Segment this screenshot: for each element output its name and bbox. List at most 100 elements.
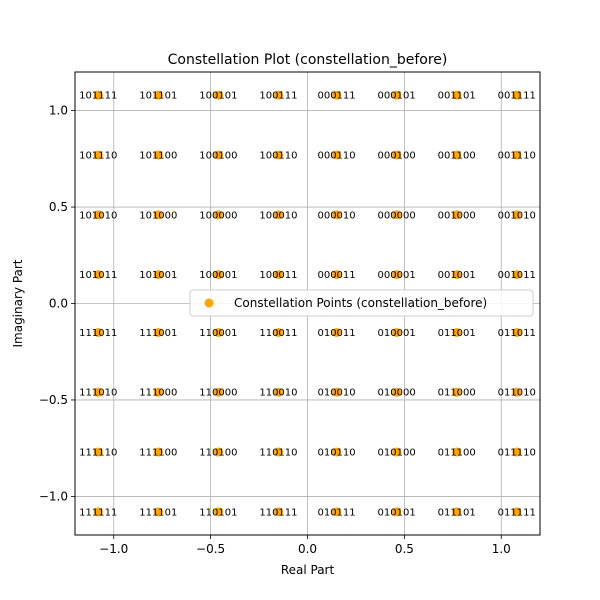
point-label: 111111 — [79, 507, 117, 518]
constellation-point — [213, 387, 223, 397]
point-label: 010100 — [378, 448, 416, 459]
point-label: 011100 — [438, 448, 476, 459]
point-label: 000111 — [317, 91, 355, 102]
constellation-point — [153, 447, 163, 457]
constellation-point — [273, 447, 283, 457]
point-label: 110101 — [199, 507, 237, 518]
point-labels: 101111 101101 100101 100111 000111 000101 0011… — [79, 91, 536, 519]
constellation-point — [213, 150, 223, 160]
legend: Constellation Points (constellation_befo… — [189, 289, 534, 317]
point-label: 110000 — [199, 388, 237, 399]
constellation-point — [512, 387, 522, 397]
constellation-point — [93, 447, 103, 457]
constellation-point — [452, 507, 462, 517]
constellation-point — [452, 327, 462, 337]
point-label: 010000 — [378, 388, 416, 399]
constellation-point — [512, 150, 522, 160]
constellation-point — [392, 327, 402, 337]
point-label: 011011 — [498, 328, 536, 339]
point-label: 000110 — [317, 150, 355, 161]
point-label: 101100 — [139, 150, 177, 161]
point-label: 101001 — [139, 270, 177, 281]
constellation-point — [392, 270, 402, 280]
constellation-point — [452, 210, 462, 220]
constellation-point — [213, 327, 223, 337]
constellation-point — [213, 507, 223, 517]
legend-label: Constellation Points (constellation_befo… — [234, 296, 487, 310]
constellation-point — [392, 447, 402, 457]
point-label: 000010 — [317, 210, 355, 221]
constellation-point — [93, 150, 103, 160]
constellation-point — [512, 447, 522, 457]
constellation-point — [392, 150, 402, 160]
point-label: 111000 — [139, 388, 177, 399]
point-label: 110001 — [199, 328, 237, 339]
point-label: 000011 — [317, 270, 355, 281]
point-label: 000100 — [378, 150, 416, 161]
constellation-point — [273, 210, 283, 220]
x-tick-label: −0.5 — [196, 542, 225, 556]
point-label: 011010 — [498, 388, 536, 399]
point-label: 100011 — [259, 270, 297, 281]
constellation-point — [273, 150, 283, 160]
y-tick-label: 0.0 — [49, 297, 68, 311]
constellation-point — [332, 270, 342, 280]
constellation-point — [93, 507, 103, 517]
point-label: 110011 — [259, 328, 297, 339]
constellation-point — [153, 90, 163, 100]
point-label: 001101 — [438, 91, 476, 102]
constellation-point — [452, 387, 462, 397]
constellation-point — [452, 150, 462, 160]
constellation-point — [512, 327, 522, 337]
constellation-point — [93, 387, 103, 397]
constellation-point — [392, 507, 402, 517]
point-label: 011001 — [438, 328, 476, 339]
constellation-point — [93, 327, 103, 337]
axis-ticks: −1.0 −0.5 0.0 0.5 1.0 −1.0 −0.5 0.0 0.5 1.0 — [39, 104, 511, 556]
constellation-point — [273, 327, 283, 337]
chart-title: Constellation Plot (constellation_before… — [168, 52, 448, 68]
constellation-point — [392, 387, 402, 397]
constellation-point — [273, 387, 283, 397]
x-tick-label: 0.5 — [395, 542, 414, 556]
point-label: 100101 — [199, 91, 237, 102]
point-label: 100010 — [259, 210, 297, 221]
legend-marker — [204, 298, 214, 308]
constellation-point — [332, 90, 342, 100]
constellation-point — [332, 210, 342, 220]
point-label: 110111 — [259, 507, 297, 518]
constellation-point — [213, 90, 223, 100]
constellation-point — [273, 270, 283, 280]
point-label: 001011 — [498, 270, 536, 281]
x-axis-label: Real Part — [281, 563, 335, 577]
constellation-point — [273, 90, 283, 100]
constellation-point — [153, 327, 163, 337]
point-label: 100110 — [259, 150, 297, 161]
constellation-point — [332, 327, 342, 337]
constellation-point — [512, 90, 522, 100]
constellation-point — [452, 90, 462, 100]
x-tick-label: −1.0 — [99, 542, 128, 556]
point-label: 001000 — [438, 210, 476, 221]
point-label: 000000 — [378, 210, 416, 221]
constellation-point — [332, 150, 342, 160]
point-label: 101110 — [79, 150, 117, 161]
constellation-point — [332, 507, 342, 517]
y-axis-label: Imaginary Part — [11, 259, 25, 347]
constellation-point — [452, 270, 462, 280]
point-label: 001100 — [438, 150, 476, 161]
point-label: 010101 — [378, 507, 416, 518]
point-label: 100001 — [199, 270, 237, 281]
point-label: 101000 — [139, 210, 177, 221]
constellation-point — [332, 387, 342, 397]
constellation-point — [273, 507, 283, 517]
point-label: 110010 — [259, 388, 297, 399]
constellation-point — [93, 270, 103, 280]
constellation-point — [213, 270, 223, 280]
point-label: 011111 — [498, 507, 536, 518]
constellation-point — [452, 447, 462, 457]
point-label: 101010 — [79, 210, 117, 221]
point-label: 100000 — [199, 210, 237, 221]
point-label: 110110 — [259, 448, 297, 459]
point-label: 101011 — [79, 270, 117, 281]
